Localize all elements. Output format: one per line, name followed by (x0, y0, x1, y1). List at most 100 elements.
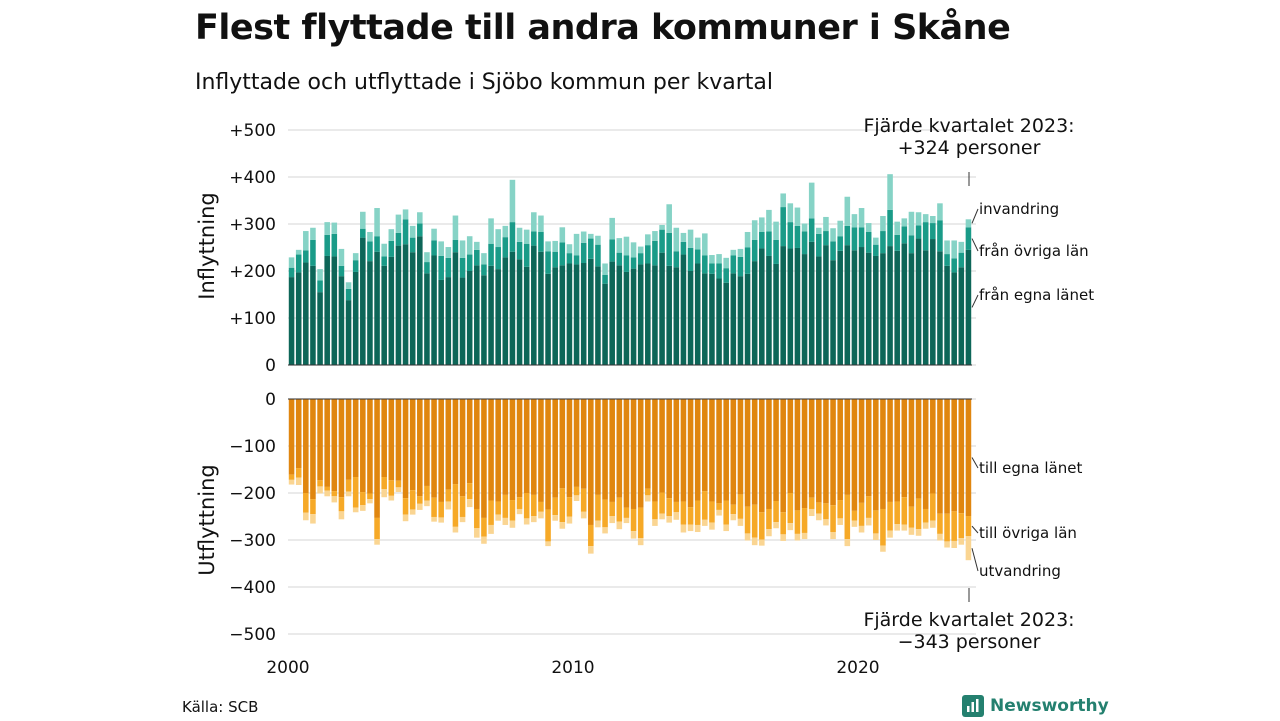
bar-inflyttning-1 (759, 231, 765, 249)
bar-inflyttning-1 (374, 236, 380, 252)
bar-utflyttning-1 (424, 485, 430, 501)
bar-utflyttning-2 (438, 517, 444, 523)
series-label-utflyttning: till egna länet (979, 459, 1082, 477)
bar-utflyttning-2 (766, 529, 772, 537)
bar-utflyttning-1 (944, 513, 950, 542)
series-leader-line (971, 548, 979, 572)
bar-inflyttning-1 (702, 255, 708, 274)
bar-inflyttning-2 (324, 222, 330, 235)
bar-inflyttning-0 (531, 245, 537, 365)
bar-utflyttning-2 (865, 517, 872, 526)
bar-utflyttning-1 (303, 493, 309, 513)
bar-inflyttning-2 (759, 217, 765, 232)
bar-inflyttning-1 (958, 252, 965, 268)
bar-utflyttning-2 (837, 518, 843, 525)
bar-inflyttning-0 (545, 273, 551, 365)
y-axis-label-inflyttning: Inflyttning (195, 192, 219, 299)
bar-utflyttning-1 (431, 497, 437, 517)
bar-inflyttning-1 (808, 218, 815, 242)
bar-utflyttning-0 (509, 399, 516, 501)
bar-inflyttning-0 (794, 247, 801, 365)
bar-utflyttning-0 (680, 399, 687, 502)
bar-utflyttning-2 (922, 522, 929, 529)
bar-inflyttning-2 (345, 282, 352, 289)
bar-inflyttning-0 (787, 248, 794, 365)
bar-utflyttning-1 (438, 501, 444, 518)
bar-utflyttning-0 (808, 399, 815, 498)
bar-inflyttning-2 (288, 257, 295, 268)
bar-inflyttning-1 (915, 225, 922, 239)
bar-utflyttning-2 (609, 516, 615, 524)
bar-inflyttning-1 (602, 274, 608, 284)
bar-inflyttning-2 (930, 216, 936, 224)
bar-inflyttning-1 (424, 262, 430, 274)
bar-utflyttning-2 (808, 508, 815, 517)
bar-utflyttning-0 (894, 399, 900, 502)
bar-utflyttning-0 (609, 399, 615, 502)
y-utflyttning-tick-label: −300 (229, 531, 276, 551)
bar-utflyttning-2 (595, 520, 601, 528)
bar-utflyttning-1 (523, 493, 530, 519)
bar-inflyttning-2 (801, 223, 808, 232)
bar-inflyttning-2 (958, 241, 965, 253)
bar-utflyttning-0 (652, 399, 658, 502)
bar-utflyttning-2 (367, 499, 373, 504)
bar-utflyttning-1 (402, 498, 409, 515)
bar-utflyttning-2 (694, 524, 701, 533)
bar-inflyttning-0 (823, 245, 829, 365)
y-ticks-utflyttning: 0 −100 −200 −300 −400 −500 (229, 390, 276, 645)
bar-inflyttning-1 (922, 222, 929, 251)
bar-inflyttning-0 (367, 261, 373, 365)
y-axis-label-utflyttning: Utflyttning (195, 464, 219, 576)
bar-utflyttning-2 (538, 511, 544, 519)
bar-utflyttning-2 (588, 546, 594, 554)
x-tick-label: 2000 (266, 658, 309, 678)
bar-inflyttning-1 (388, 240, 395, 257)
bar-inflyttning-0 (744, 273, 751, 365)
bar-utflyttning-0 (865, 399, 872, 497)
bar-inflyttning-2 (509, 179, 516, 223)
x-ticks: 2000 2010 2020 (266, 658, 879, 678)
bar-inflyttning-2 (352, 253, 359, 261)
bar-inflyttning-2 (922, 214, 929, 223)
series-leader-line (971, 525, 979, 534)
bar-inflyttning-2 (694, 237, 701, 250)
bar-utflyttning-2 (737, 518, 744, 526)
bar-inflyttning-2 (623, 236, 630, 256)
bar-inflyttning-1 (709, 263, 715, 274)
bar-utflyttning-2 (652, 519, 658, 526)
bar-utflyttning-1 (338, 497, 345, 512)
series-label-inflyttning: från övriga län (979, 242, 1089, 260)
bar-utflyttning-0 (666, 399, 672, 499)
bar-inflyttning-2 (844, 196, 851, 226)
bar-utflyttning-2 (502, 517, 509, 525)
bar-utflyttning-1 (915, 498, 922, 530)
bar-inflyttning-2 (474, 241, 480, 250)
y-utflyttning-tick-label: −500 (229, 625, 276, 645)
bar-inflyttning-0 (680, 254, 687, 365)
bar-inflyttning-2 (459, 240, 466, 258)
bar-utflyttning-0 (552, 399, 558, 498)
bar-utflyttning-0 (409, 399, 416, 491)
bar-utflyttning-2 (915, 529, 922, 536)
bar-utflyttning-2 (908, 527, 915, 535)
bar-inflyttning-1 (367, 241, 373, 262)
bar-utflyttning-2 (937, 533, 943, 541)
bar-inflyttning-2 (637, 246, 644, 254)
bar-inflyttning-2 (744, 231, 751, 248)
bar-utflyttning-1 (801, 508, 808, 533)
bar-utflyttning-2 (816, 513, 822, 521)
bar-inflyttning-2 (944, 240, 950, 255)
bar-utflyttning-0 (958, 399, 965, 514)
bar-inflyttning-0 (317, 292, 323, 365)
bar-utflyttning-0 (709, 399, 715, 502)
bar-inflyttning-0 (388, 256, 395, 365)
bar-inflyttning-0 (915, 238, 922, 365)
bar-utflyttning-0 (816, 399, 822, 503)
bar-utflyttning-1 (880, 508, 886, 546)
bar-inflyttning-2 (823, 216, 829, 232)
bar-utflyttning-1 (474, 508, 480, 529)
bar-inflyttning-2 (488, 218, 494, 244)
bar-inflyttning-2 (402, 209, 409, 220)
bar-utflyttning-2 (759, 539, 765, 546)
